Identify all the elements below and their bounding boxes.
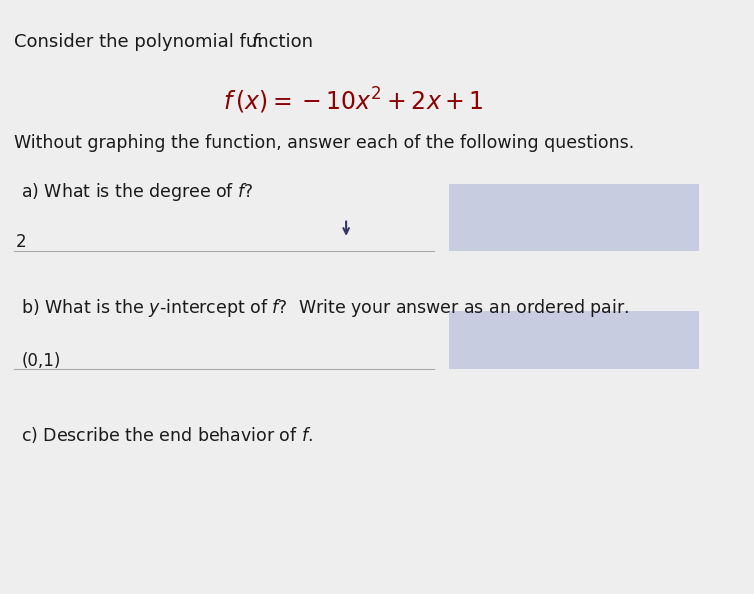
Text: $f\,(x) = -10x^2 + 2x + 1$: $f\,(x) = -10x^2 + 2x + 1$ <box>223 86 483 116</box>
Text: Consider the polynomial function: Consider the polynomial function <box>14 33 319 50</box>
FancyBboxPatch shape <box>449 184 700 251</box>
FancyBboxPatch shape <box>449 311 700 369</box>
Text: a) What is the degree of $f$?: a) What is the degree of $f$? <box>21 181 254 203</box>
Text: c) Describe the end behavior of $f$.: c) Describe the end behavior of $f$. <box>21 425 313 445</box>
Text: $f$.: $f$. <box>252 33 264 50</box>
Text: Without graphing the function, answer each of the following questions.: Without graphing the function, answer ea… <box>14 134 634 151</box>
Text: b) What is the $y$-intercept of $f$?  Write your answer as an ordered pair.: b) What is the $y$-intercept of $f$? Wri… <box>21 297 629 319</box>
Text: (0,1): (0,1) <box>21 352 60 369</box>
Text: 2: 2 <box>16 233 26 251</box>
